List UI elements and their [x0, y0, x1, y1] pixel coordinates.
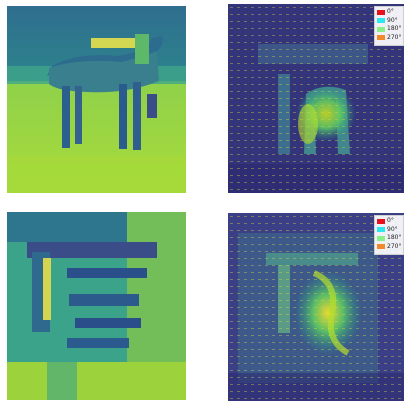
- heatmap-bottom-right: [228, 213, 404, 401]
- legend-item: 270°: [377, 34, 403, 43]
- tilted-image: [7, 212, 186, 400]
- legend-item: 180°: [377, 25, 403, 34]
- legend-item: 0°: [377, 217, 403, 226]
- legend-item: 180°: [377, 234, 403, 243]
- legend-swatch-red: [377, 9, 385, 15]
- horse-image: [7, 6, 186, 193]
- legend-label: 270°: [387, 33, 402, 41]
- image-panel-top-left: [7, 6, 186, 193]
- legend-swatch-green: [377, 235, 385, 241]
- legend-item: 90°: [377, 17, 403, 26]
- legend-swatch-cyan: [377, 18, 385, 24]
- legend-label: 90°: [387, 16, 398, 24]
- legend-swatch-cyan: [377, 227, 385, 233]
- legend-top-right: 0° 90° 180° 270°: [374, 6, 404, 46]
- legend-item: 0°: [377, 8, 403, 17]
- legend-label: 0°: [387, 8, 394, 15]
- legend-label: 0°: [387, 217, 394, 224]
- response-map-top-right: 0° 90° 180° 270°: [228, 4, 404, 193]
- legend-swatch-red: [377, 218, 385, 224]
- legend-label: 180°: [387, 234, 402, 241]
- legend-swatch-green: [377, 26, 385, 32]
- legend-label: 270°: [387, 242, 402, 250]
- image-panel-bottom-left: [7, 212, 186, 400]
- legend-swatch-orange: [377, 35, 385, 41]
- legend-bottom-right: 0° 90° 180° 270°: [374, 215, 404, 255]
- legend-label: 180°: [387, 25, 402, 32]
- legend-swatch-orange: [377, 244, 385, 250]
- legend-label: 90°: [387, 225, 398, 233]
- response-map-bottom-right: 0° 90° 180° 270°: [228, 213, 404, 401]
- legend-item: 270°: [377, 243, 403, 252]
- legend-item: 90°: [377, 226, 403, 235]
